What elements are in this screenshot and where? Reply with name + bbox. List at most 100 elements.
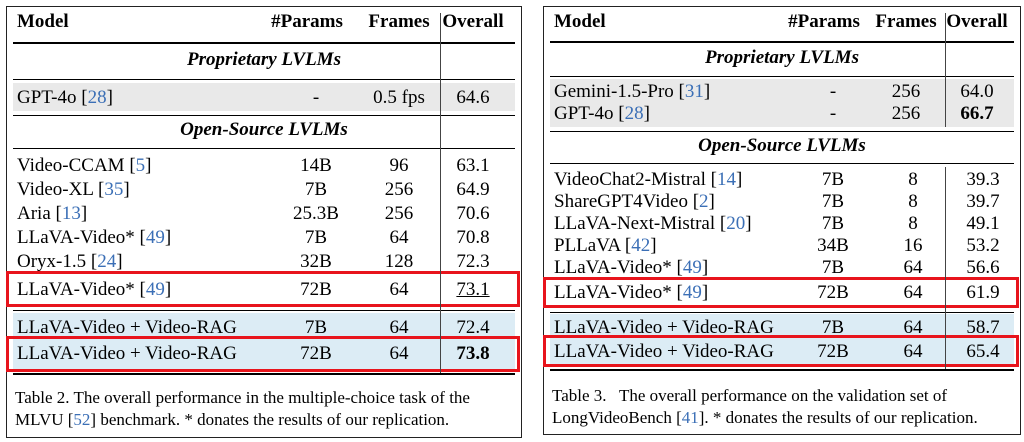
table-row: Video-CCAM [5] 14B 96 63.1 [17, 155, 490, 176]
model-name: Gemini-1.5-Pro [554, 81, 674, 102]
frames-cell: 8 [908, 191, 918, 212]
citation-link[interactable]: 31 [684, 81, 704, 102]
params-cell: 7B [304, 179, 328, 200]
header-model: Model [554, 11, 606, 32]
model-name: Video-CCAM [17, 155, 125, 176]
citation-link[interactable]: 13 [61, 203, 81, 224]
citation-link[interactable]: 20 [726, 213, 746, 234]
citation-link[interactable]: 28 [624, 103, 644, 124]
section-proprietary: Proprietary LVLMs [705, 47, 859, 68]
frames-cell: 0.5 fps [373, 87, 425, 108]
citation-link[interactable]: 49 [682, 282, 702, 303]
model-name: GPT-4o [554, 103, 614, 124]
top-rule [13, 42, 515, 44]
frames-cell: 64 [903, 317, 923, 338]
frames-cell: 64 [903, 341, 923, 362]
citation-link[interactable]: 52 [73, 410, 91, 429]
rule [13, 79, 515, 80]
table-row: LLaVA-Video* [49] 72B 64 61.9 [554, 282, 1000, 303]
citation-link[interactable]: 42 [631, 235, 651, 256]
citation-link[interactable]: 49 [145, 227, 165, 248]
rule [550, 76, 1014, 77]
overall-cell: 72.3 [456, 251, 490, 272]
model-name: LLaVA-Video* [17, 279, 135, 300]
overall-cell: 73.1 [456, 279, 490, 300]
header-frames: Frames [875, 11, 937, 32]
frames-cell: 64 [389, 343, 409, 364]
citation-link[interactable]: 5 [135, 155, 146, 176]
header-params: #Params [788, 11, 860, 32]
column-divider [440, 13, 441, 373]
params-cell: - [829, 81, 837, 102]
ours-bg [13, 313, 515, 371]
frames-cell: 128 [384, 251, 414, 272]
frames-cell: 96 [389, 155, 409, 176]
table-2-panel: Model #Params Frames Overall Proprietary… [6, 6, 522, 438]
citation-link[interactable]: 49 [145, 279, 165, 300]
frames-cell: 64 [389, 227, 409, 248]
params-cell: 72B [817, 282, 849, 303]
frames-cell: 64 [903, 257, 923, 278]
citation-link[interactable]: 28 [87, 87, 107, 108]
highlight-box [543, 335, 1019, 367]
table-caption: Table 3. The overall performance on the … [552, 385, 1012, 429]
frames-cell: 8 [908, 169, 918, 190]
proprietary-bg [550, 79, 1014, 127]
rule [13, 115, 515, 116]
ours-bg [550, 314, 1014, 366]
frames-cell: 64 [389, 317, 409, 338]
params-cell: 72B [817, 341, 849, 362]
header-overall: Overall [442, 11, 504, 32]
citation-link[interactable]: 49 [682, 257, 702, 278]
table-row: Aria [13] 25.3B 256 70.6 [17, 203, 490, 224]
citation-link[interactable]: 41 [681, 408, 699, 427]
overall-cell: 66.7 [960, 103, 994, 124]
citation-link[interactable]: 2 [699, 191, 709, 212]
frames-cell: 256 [384, 179, 414, 200]
model-name: Video-XL [17, 179, 94, 200]
frames-cell: 64 [903, 282, 923, 303]
params-cell: 7B [304, 317, 328, 338]
citation-link[interactable]: 24 [97, 251, 117, 272]
params-cell: 7B [821, 191, 845, 212]
highlight-box [6, 336, 520, 372]
frames-cell: 256 [891, 103, 921, 124]
citation-link[interactable]: 14 [716, 169, 736, 190]
model-name: GPT-4o [17, 87, 77, 108]
params-cell: 7B [821, 169, 845, 190]
table-row: LLaVA-Video + Video-RAG 72B 64 65.4 [550, 341, 1014, 363]
model-name: Oryx-1.5 [17, 251, 87, 272]
params-cell: 34B [817, 235, 849, 256]
params-cell: - [829, 103, 837, 124]
table-row: GPT-4o [28] - 256 66.7 [554, 103, 994, 124]
model-name: VideoChat2-Mistral [554, 169, 706, 190]
table-row: Oryx-1.5 [24] 32B 128 72.3 [17, 251, 490, 272]
frames-cell: 8 [908, 213, 918, 234]
overall-cell: 64.9 [456, 179, 490, 200]
overall-cell: 70.6 [456, 203, 490, 224]
rule [550, 163, 1014, 164]
table-row: LLaVA-Video* [49] 7B 64 70.8 [17, 227, 490, 248]
overall-cell: 72.4 [456, 317, 490, 338]
frames-cell: 16 [903, 235, 923, 256]
header-frames: Frames [368, 11, 430, 32]
model-name: LLaVA-Video* [554, 282, 672, 303]
overall-cell: 61.9 [966, 282, 1000, 303]
table-header: Model #Params Frames Overall [13, 11, 515, 33]
top-rule [550, 41, 1014, 43]
overall-cell: 39.3 [966, 169, 1000, 190]
citation-link[interactable]: 35 [104, 179, 124, 200]
rule [550, 131, 1014, 132]
overall-cell: 58.7 [966, 317, 1000, 338]
model-name: PLLaVA [554, 235, 621, 256]
params-cell: 7B [821, 213, 845, 234]
table-row: Video-XL [35] 7B 256 64.9 [17, 179, 490, 200]
overall-cell: 39.7 [966, 191, 1000, 212]
model-name: LLaVA-Video + Video-RAG [554, 341, 774, 362]
bottom-rule [13, 373, 515, 375]
frames-cell: 256 [384, 203, 414, 224]
caption-line: Table 2. The overall performance in the … [15, 388, 470, 407]
model-name: LLaVA-Video* [17, 227, 135, 248]
frames-cell: 64 [389, 279, 409, 300]
overall-cell: 49.1 [966, 213, 1000, 234]
